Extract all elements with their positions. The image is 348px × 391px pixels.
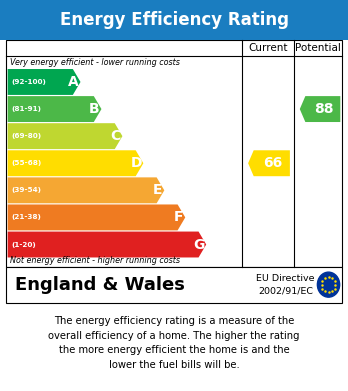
Text: (21-38): (21-38)	[11, 214, 41, 221]
Polygon shape	[8, 178, 164, 203]
Text: EU Directive
2002/91/EC: EU Directive 2002/91/EC	[256, 274, 315, 295]
Polygon shape	[8, 69, 80, 95]
Text: A: A	[68, 75, 79, 89]
Text: 88: 88	[314, 102, 333, 116]
Bar	[6, 267, 342, 303]
Polygon shape	[248, 150, 290, 176]
Text: G: G	[193, 237, 205, 251]
Text: England & Wales: England & Wales	[15, 276, 185, 294]
Text: (69-80): (69-80)	[11, 133, 41, 139]
Text: Not energy efficient - higher running costs: Not energy efficient - higher running co…	[10, 256, 180, 265]
Text: E: E	[153, 183, 162, 197]
Text: (81-91): (81-91)	[11, 106, 41, 112]
Text: Current: Current	[248, 43, 288, 53]
Text: Energy Efficiency Rating: Energy Efficiency Rating	[60, 11, 288, 29]
Circle shape	[317, 272, 340, 297]
Text: 66: 66	[263, 156, 282, 170]
Text: C: C	[110, 129, 120, 143]
Text: F: F	[174, 210, 183, 224]
Text: B: B	[89, 102, 100, 116]
Text: (92-100): (92-100)	[11, 79, 46, 85]
Polygon shape	[8, 204, 185, 230]
Text: Very energy efficient - lower running costs: Very energy efficient - lower running co…	[10, 58, 180, 67]
Text: (39-54): (39-54)	[11, 187, 41, 193]
Bar	[6, 40, 342, 267]
Polygon shape	[8, 150, 143, 176]
Text: Potential: Potential	[295, 43, 341, 53]
Polygon shape	[8, 96, 102, 122]
Polygon shape	[8, 231, 206, 257]
Bar	[0, 0, 348, 40]
Text: (1-20): (1-20)	[11, 242, 36, 248]
Text: (55-68): (55-68)	[11, 160, 41, 166]
Text: The energy efficiency rating is a measure of the
overall efficiency of a home. T: The energy efficiency rating is a measur…	[48, 316, 300, 369]
Polygon shape	[8, 123, 122, 149]
Text: D: D	[130, 156, 142, 170]
Polygon shape	[300, 96, 340, 122]
